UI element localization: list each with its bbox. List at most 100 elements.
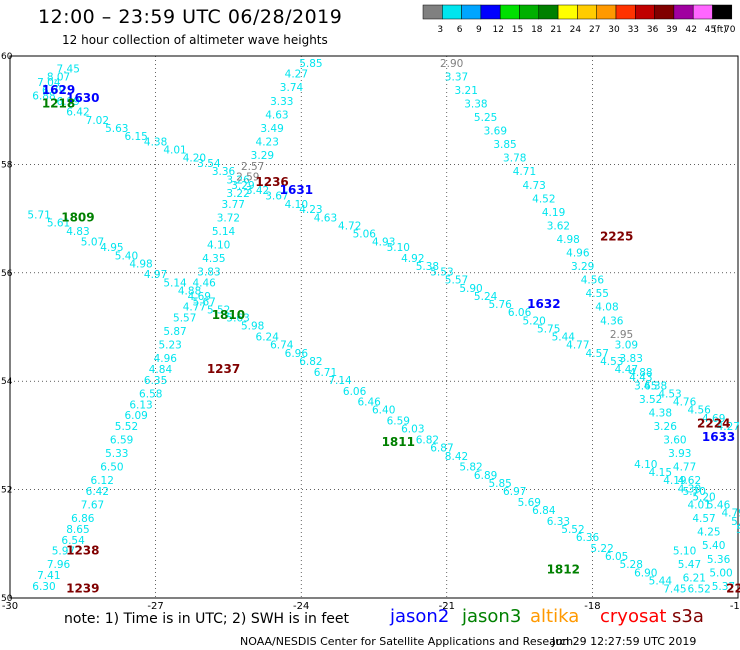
swh-value: 6.54 <box>61 535 85 547</box>
swh-value: 5.00 <box>709 567 732 579</box>
swh-value: 5.37 <box>712 581 735 593</box>
swh-value: 5.76 <box>488 299 512 311</box>
swh-value: 4.01 <box>163 145 186 157</box>
swh-value: 5.52 <box>207 304 230 316</box>
swh-value: 6.86 <box>71 513 95 525</box>
swh-value: 3.83 <box>197 267 220 279</box>
swh-value: 6.88 <box>32 90 55 102</box>
swh-value: 3.77 <box>222 199 245 211</box>
swh-value: 6.30 <box>32 581 55 593</box>
swh-value: 4.47 <box>615 364 638 376</box>
swh-value: 7.04 <box>37 77 61 89</box>
swh-value: 3.36 <box>212 166 236 178</box>
swh-value: 4.57 <box>586 348 609 360</box>
swh-value: 4.79 <box>721 508 740 520</box>
swh-value: 4.95 <box>100 242 123 254</box>
colorbar-tick-label: 36 <box>647 25 659 35</box>
swh-value: 6.36 <box>576 532 600 544</box>
swh-value: 6.59 <box>387 416 410 428</box>
swh-value: 3.22 <box>226 188 249 200</box>
colorbar-tick-label: 42 <box>685 25 696 35</box>
swh-value: 4.10 <box>634 459 657 471</box>
swh-value: 3.78 <box>503 153 526 165</box>
swh-value: 4.01 <box>687 500 710 512</box>
swh-value: 5.53 <box>430 267 453 279</box>
swh-value: 7.45 <box>57 63 80 75</box>
pass-time-label: 2225 <box>600 229 633 243</box>
swh-value: 5.06 <box>353 229 377 241</box>
colorbar-tick-label: 21 <box>550 25 561 35</box>
swh-value: 6.59 <box>110 435 133 447</box>
swh-value: 2.90 <box>440 58 463 70</box>
swh-value: 3.42 <box>246 185 269 197</box>
swh-value: 4.98 <box>129 258 152 270</box>
swh-value: 4.77 <box>673 462 696 474</box>
swh-value: 5.63 <box>105 123 128 135</box>
swh-value: 7.14 <box>328 375 352 387</box>
swh-value: 4.63 <box>265 109 288 121</box>
lon-tick-label: -21 <box>439 601 455 612</box>
swh-value: 4.88 <box>629 367 652 379</box>
swh-value: 5.52 <box>561 524 584 536</box>
swh-value: 3.74 <box>280 82 304 94</box>
swh-value: 6.40 <box>372 405 395 417</box>
swh-value: 3.60 <box>663 435 686 447</box>
swh-value: 5.85 <box>488 478 511 490</box>
swh-value: 4.72 <box>338 220 361 232</box>
swh-value: 3.72 <box>217 212 240 224</box>
swh-value: 4.38 <box>649 407 672 419</box>
swh-value: 5.61 <box>47 218 70 230</box>
pass-time-label: 1239 <box>66 582 99 596</box>
pass-time-label: 1218 <box>42 96 75 110</box>
lat-tick-label: 50 <box>1 594 13 604</box>
swh-value: 4.92 <box>401 253 424 265</box>
swh-value: 6.05 <box>605 551 628 563</box>
swh-value: 3.29 <box>251 150 274 162</box>
swh-value: 5.57 <box>445 275 468 287</box>
swh-value: 8.42 <box>445 451 468 463</box>
swh-value: 5.22 <box>590 543 613 555</box>
swh-value: 4.98 <box>556 234 579 246</box>
colorbar-tick-label: 33 <box>628 25 639 35</box>
swh-value: 6.99 <box>57 96 80 108</box>
swh-value: 4.71 <box>513 166 536 178</box>
pass-time-label: 1238 <box>66 544 99 558</box>
colorbar-tick-label: 18 <box>531 25 543 35</box>
swh-value: 6.24 <box>256 332 280 344</box>
swh-value: 4.56 <box>581 275 605 287</box>
swh-value: 5.46 <box>707 500 731 512</box>
swh-value: 3.85 <box>493 139 516 151</box>
swh-value: 5.97 <box>52 546 75 558</box>
satellite-jason3: jason3 <box>462 606 522 627</box>
swh-value: 4.25 <box>697 527 720 539</box>
credit-text: NOAA/NESDIS Center for Satellite Applica… <box>240 635 574 648</box>
swh-value: 5.44 <box>552 332 576 344</box>
swh-value: 6.89 <box>474 470 497 482</box>
pass-time-label: 1632 <box>527 297 560 311</box>
swh-value: 5.87 <box>163 326 186 338</box>
swh-value: 6.96 <box>285 348 309 360</box>
pass-time-label: 1809 <box>61 210 94 224</box>
swh-value: 4.23 <box>256 136 279 148</box>
swh-value: 4.19 <box>542 207 565 219</box>
colorbar-tick-label: 70 <box>724 25 736 35</box>
pass-time-label: 1811 <box>382 435 415 449</box>
swh-value: 6.15 <box>124 131 147 143</box>
swh-value: 4.23 <box>299 204 322 216</box>
swh-value: 3.52 <box>639 394 662 406</box>
colorbar-tick-label: 15 <box>512 25 523 35</box>
swh-value: 5.69 <box>518 497 541 509</box>
swh-value: 3.83 <box>620 353 643 365</box>
swh-value: 5.47 <box>678 559 701 571</box>
swh-value: 4.27 <box>285 69 308 81</box>
swh-value: 4.62 <box>678 475 701 487</box>
swh-value: 3.37 <box>445 71 468 83</box>
swh-value: 6.12 <box>91 475 114 487</box>
swh-value: 5.98 <box>241 321 264 333</box>
swh-value: 5.52 <box>115 421 138 433</box>
swh-value: 6.52 <box>687 584 710 596</box>
lon-tick-label: -30 <box>2 601 18 612</box>
swh-value: 6.97 <box>503 486 526 498</box>
swh-value: 4.30 <box>678 483 701 495</box>
pass-time-label: 1631 <box>280 183 313 197</box>
